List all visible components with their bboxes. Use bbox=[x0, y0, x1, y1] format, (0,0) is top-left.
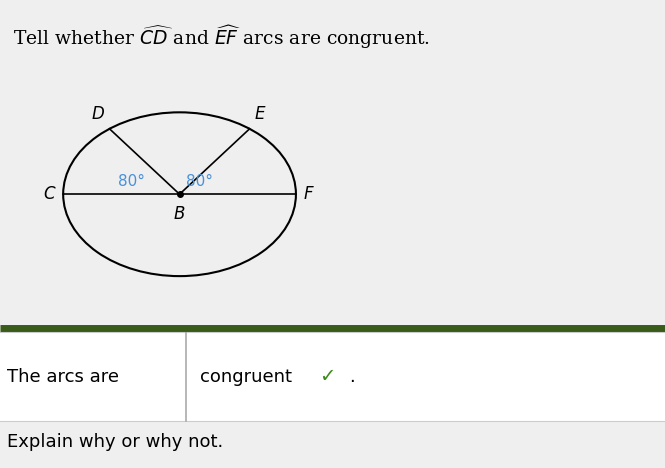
Text: ✓: ✓ bbox=[319, 367, 336, 386]
Text: B: B bbox=[174, 205, 186, 222]
Text: 80°: 80° bbox=[186, 174, 213, 189]
Text: D: D bbox=[92, 105, 104, 123]
Text: E: E bbox=[255, 105, 265, 123]
Text: C: C bbox=[44, 185, 55, 203]
Text: .: . bbox=[349, 368, 355, 386]
Text: F: F bbox=[304, 185, 313, 203]
FancyBboxPatch shape bbox=[0, 332, 665, 421]
Text: 80°: 80° bbox=[118, 174, 145, 189]
Text: The arcs are: The arcs are bbox=[7, 368, 118, 386]
Text: congruent: congruent bbox=[200, 368, 291, 386]
Text: Explain why or why not.: Explain why or why not. bbox=[7, 433, 223, 451]
Text: Tell whether $\widehat{CD}$ and $\widehat{EF}$ arcs are congruent.: Tell whether $\widehat{CD}$ and $\wideha… bbox=[13, 23, 430, 51]
